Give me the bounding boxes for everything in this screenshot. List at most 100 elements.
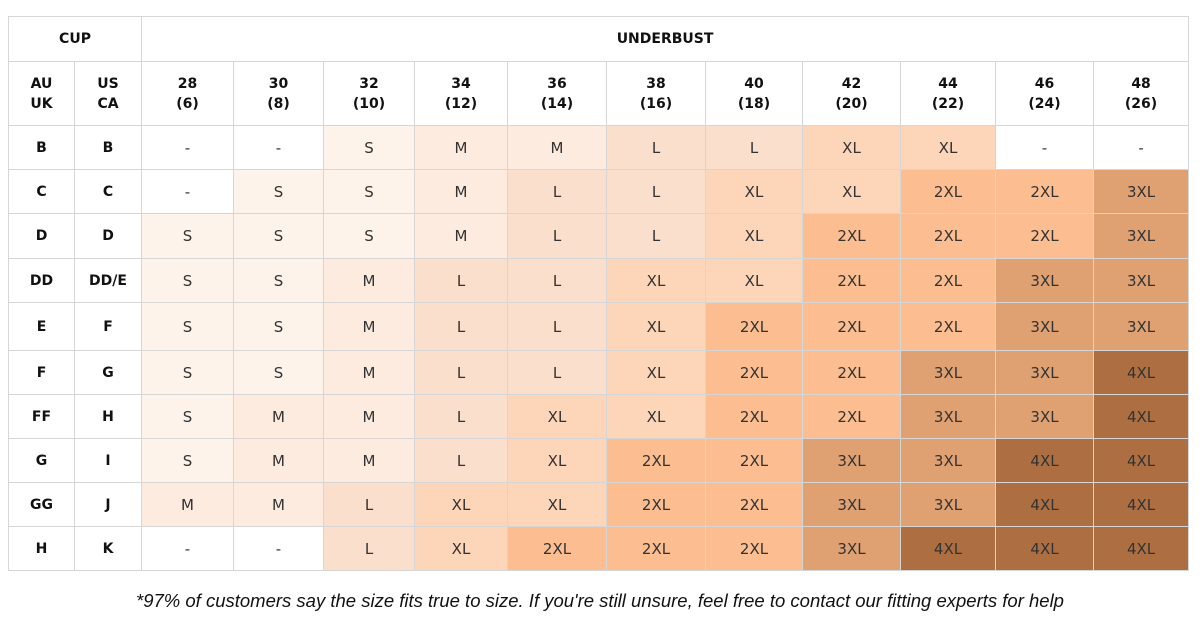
band-column-header: 32 (10) xyxy=(323,61,415,126)
us-ca-cup: I xyxy=(74,438,142,483)
band-column-header-bottom: (12) xyxy=(444,95,478,112)
size-cell: 2XL xyxy=(705,438,803,483)
size-cell: XL xyxy=(507,438,607,483)
size-cell: 2XL xyxy=(606,526,706,571)
us-ca-cup: D xyxy=(74,213,142,259)
size-cell: - xyxy=(141,169,234,214)
band-column-header-bottom: (16) xyxy=(639,95,673,112)
size-cell: S xyxy=(323,169,415,214)
band-column-header-top: 44 xyxy=(938,75,958,92)
size-cell: M xyxy=(233,438,324,483)
size-cell: 2XL xyxy=(705,302,803,351)
size-cell: XL xyxy=(414,526,508,571)
band-column-header-top: 28 xyxy=(177,75,198,92)
band-column-header: 40 (18) xyxy=(705,61,803,126)
band-column-header: 28 (6) xyxy=(141,61,234,126)
size-cell: S xyxy=(323,213,415,259)
cup-column-header: AU UK xyxy=(8,61,75,126)
band-column-header-bottom: (20) xyxy=(835,95,868,112)
size-cell: 2XL xyxy=(802,394,901,439)
band-column-header: 36 (14) xyxy=(507,61,607,126)
au-uk-cup: G xyxy=(8,438,75,483)
us-ca-cup: G xyxy=(74,350,142,395)
size-cell: S xyxy=(233,213,324,259)
size-cell: 2XL xyxy=(802,302,901,351)
size-cell: M xyxy=(233,482,324,527)
size-cell: M xyxy=(233,394,324,439)
size-cell: - xyxy=(1092,125,1190,170)
size-cell: 4XL xyxy=(995,438,1094,483)
size-cell: L xyxy=(414,302,508,351)
size-cell: S xyxy=(141,302,234,351)
cup-header: CUP xyxy=(8,16,142,62)
size-cell: XL xyxy=(802,125,901,170)
cup-column-header-top: US xyxy=(97,75,119,92)
size-cell: 3XL xyxy=(995,350,1094,395)
size-cell: S xyxy=(141,394,234,439)
size-cell: L xyxy=(323,526,415,571)
size-row: DD DD/E S S M L L XL XL 2XL 2XL 3XL 3XL xyxy=(8,258,1190,303)
size-cell: L xyxy=(414,258,508,303)
size-cell: M xyxy=(507,125,607,170)
size-cell: L xyxy=(507,213,607,259)
size-cell: 3XL xyxy=(900,482,996,527)
size-cell: M xyxy=(414,213,508,259)
band-column-header-top: 48 xyxy=(1131,75,1151,92)
size-cell: XL xyxy=(414,482,508,527)
size-cell: XL xyxy=(606,394,706,439)
size-cell: XL xyxy=(705,258,803,303)
cup-column-header-top: AU xyxy=(30,75,53,92)
size-cell: 4XL xyxy=(995,482,1094,527)
size-cell: M xyxy=(323,394,415,439)
band-column-header-top: 38 xyxy=(646,75,666,92)
band-column-header-bottom: (22) xyxy=(931,95,965,112)
size-cell: 3XL xyxy=(900,350,996,395)
size-cell: XL xyxy=(705,169,803,214)
size-cell: 2XL xyxy=(705,526,803,571)
size-cell: XL xyxy=(606,302,706,351)
us-ca-cup: B xyxy=(74,125,142,170)
size-row: D D S S S M L L XL 2XL 2XL 2XL 3XL xyxy=(8,213,1190,259)
cup-column-header-bottom: UK xyxy=(30,95,53,112)
header-row: AU UK US CA 28 (6) 30 (8) 32 (10) 34 (12) 36 (14) 38 (1… xyxy=(8,61,1190,126)
size-row: B B - - S M M L L XL XL - - xyxy=(8,125,1190,170)
size-cell: M xyxy=(323,302,415,351)
size-cell: 3XL xyxy=(1092,258,1190,303)
size-cell: M xyxy=(414,169,508,214)
size-cell: 3XL xyxy=(995,258,1094,303)
size-cell: 2XL xyxy=(606,438,706,483)
size-cell: 3XL xyxy=(802,438,901,483)
size-cell: XL xyxy=(606,350,706,395)
band-column-header: 46 (24) xyxy=(995,61,1094,126)
size-cell: 4XL xyxy=(1092,526,1190,571)
size-cell: 3XL xyxy=(1092,302,1190,351)
size-cell: M xyxy=(323,438,415,483)
size-cell: L xyxy=(507,302,607,351)
size-cell: 2XL xyxy=(606,482,706,527)
size-cell: L xyxy=(323,482,415,527)
size-cell: L xyxy=(414,394,508,439)
us-ca-cup: C xyxy=(74,169,142,214)
band-column-header: 34 (12) xyxy=(414,61,508,126)
band-column-header-top: 42 xyxy=(841,75,862,92)
size-cell: 2XL xyxy=(900,258,996,303)
size-cell: 2XL xyxy=(705,394,803,439)
band-column-header-top: 36 xyxy=(547,75,567,92)
size-cell: 4XL xyxy=(900,526,996,571)
size-cell: S xyxy=(141,213,234,259)
size-cell: 2XL xyxy=(802,350,901,395)
size-cell: L xyxy=(507,258,607,303)
size-cell: - xyxy=(233,526,324,571)
size-cell: S xyxy=(323,125,415,170)
size-cell: 2XL xyxy=(802,258,901,303)
band-column-header-top: 32 xyxy=(359,75,379,92)
size-cell: XL xyxy=(606,258,706,303)
size-cell: S xyxy=(233,350,324,395)
size-cell: XL xyxy=(705,213,803,259)
size-row: E F S S M L L XL 2XL 2XL 2XL 3XL 3XL xyxy=(8,302,1190,351)
size-cell: 2XL xyxy=(900,169,996,214)
size-cell: - xyxy=(233,125,324,170)
us-ca-cup: DD/E xyxy=(74,258,142,303)
